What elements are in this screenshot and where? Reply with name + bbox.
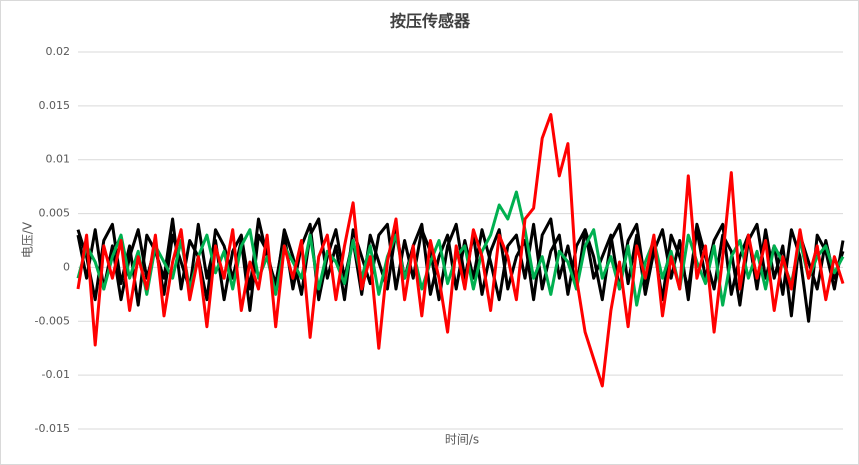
- series-line: [76, 190, 845, 307]
- y-tick-label: -0.015: [35, 422, 70, 435]
- chart-title: 按压传感器: [390, 12, 471, 31]
- y-tick-label: 0.02: [46, 45, 71, 58]
- y-tick-label: -0.01: [42, 368, 70, 381]
- y-tick-label: 0: [63, 260, 70, 273]
- x-axis-title: 时间/s: [445, 433, 479, 447]
- y-tick-label: -0.005: [35, 314, 70, 327]
- series-line: [76, 113, 845, 388]
- y-axis-title: 电压/V: [21, 221, 35, 258]
- y-tick-label: 0.015: [39, 99, 71, 112]
- y-tick-label: 0.01: [46, 153, 71, 166]
- y-tick-label: 0.005: [39, 207, 71, 220]
